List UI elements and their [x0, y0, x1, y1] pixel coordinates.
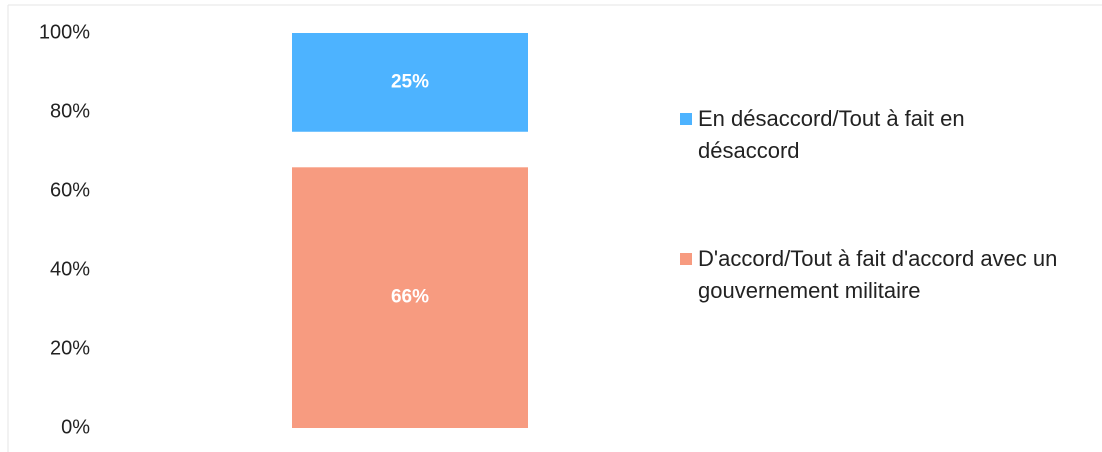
legend-item: En désaccord/Tout à fait en désaccord — [680, 103, 1070, 167]
legend-label: En désaccord/Tout à fait en désaccord — [698, 106, 965, 163]
bar-segment — [292, 33, 528, 132]
legend-label: D'accord/Tout à fait d'accord avec un go… — [698, 246, 1058, 303]
data-label: 25% — [391, 71, 429, 92]
legend-swatch — [680, 253, 692, 265]
y-tick-label: 20% — [50, 337, 90, 359]
y-tick-label: 40% — [50, 258, 90, 280]
y-tick-label: 100% — [39, 21, 90, 43]
y-tick-label: 80% — [50, 100, 90, 122]
data-label: 66% — [391, 287, 429, 308]
bar-segment — [292, 167, 528, 429]
y-tick-label: 0% — [61, 416, 90, 438]
legend-swatch — [680, 113, 692, 125]
legend-item: D'accord/Tout à fait d'accord avec un go… — [680, 243, 1070, 307]
y-tick-label: 60% — [50, 179, 90, 201]
